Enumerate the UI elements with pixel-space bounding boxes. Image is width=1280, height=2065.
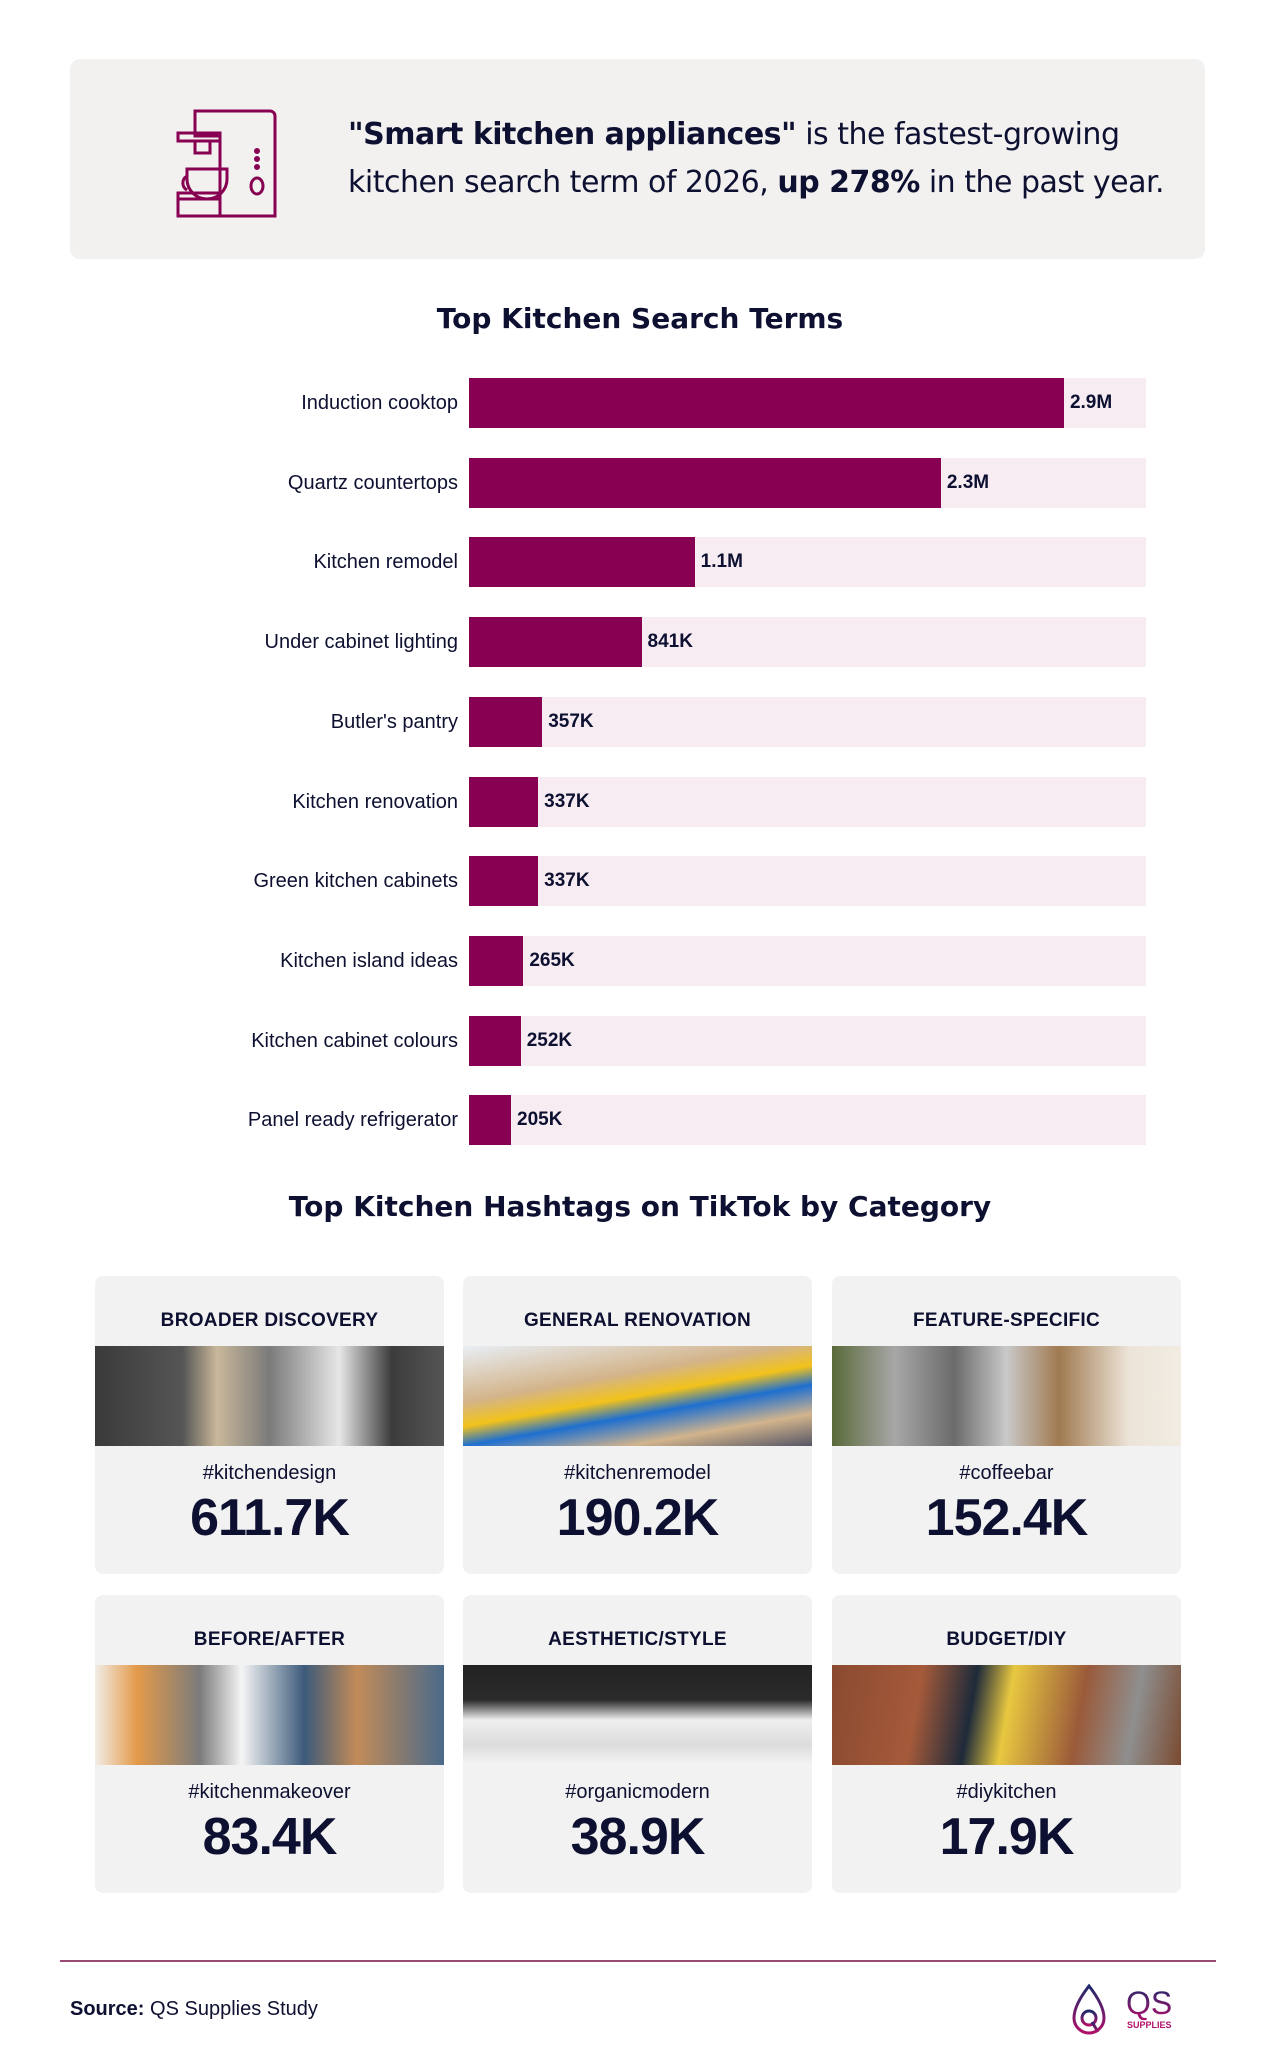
bar-track bbox=[469, 537, 1146, 588]
bar-track bbox=[469, 1015, 1146, 1066]
bar-category-label: Kitchen island ideas bbox=[280, 949, 458, 972]
source-note: Source: QS Supplies Study bbox=[70, 1998, 318, 2020]
bar bbox=[469, 935, 524, 986]
bar bbox=[469, 856, 539, 907]
bar-category-label: Induction cooktop bbox=[301, 392, 458, 414]
bar-value-label: 2.3M bbox=[946, 471, 990, 493]
bar-track bbox=[469, 378, 1146, 428]
bar-value-label: 841K bbox=[647, 631, 693, 653]
hashtag-card: AESTHETIC/STYLE #organicmodern 38.9K bbox=[463, 1595, 812, 1893]
hashtag-name: #kitchenmakeover bbox=[188, 1781, 351, 1803]
organic-modern-photo bbox=[463, 1665, 812, 1765]
diy-toolbox-photo bbox=[832, 1665, 1181, 1765]
bar-category-label: Kitchen renovation bbox=[292, 790, 458, 813]
bar-track bbox=[469, 617, 1146, 668]
bar bbox=[469, 617, 642, 668]
hashtag-views: 611.7K bbox=[190, 1489, 350, 1547]
hashtag-name: #organicmodern bbox=[565, 1781, 710, 1803]
hashtag-category: BEFORE/AFTER bbox=[193, 1629, 346, 1650]
modern-kitchen-photo bbox=[95, 1346, 444, 1446]
bar-value-label: 205K bbox=[517, 1109, 563, 1131]
footer-divider bbox=[60, 1960, 1216, 1962]
hashtag-card: GENERAL RENOVATION #kitchenremodel 190.2… bbox=[463, 1276, 812, 1574]
hashtag-category: BROADER DISCOVERY bbox=[160, 1310, 379, 1331]
hashtag-category: AESTHETIC/STYLE bbox=[548, 1629, 727, 1650]
bar-category-label: Under cabinet lighting bbox=[264, 631, 458, 654]
chart-title: Top Kitchen Search Terms bbox=[436, 302, 844, 335]
bar bbox=[469, 776, 539, 827]
bar-category-label: Panel ready refrigerator bbox=[247, 1109, 458, 1132]
bar-category-label: Kitchen remodel bbox=[313, 551, 458, 574]
svg-text:QS: QS bbox=[1126, 1985, 1172, 2021]
hashtag-card: BEFORE/AFTER #kitchenmakeover 83.4K bbox=[95, 1595, 444, 1893]
bar-track bbox=[469, 935, 1146, 986]
hashtag-card: BROADER DISCOVERY #kitchendesign 611.7K bbox=[95, 1276, 444, 1574]
bar-value-label: 2.9M bbox=[1069, 392, 1113, 413]
hashtag-card: BUDGET/DIY #diykitchen 17.9K bbox=[832, 1595, 1181, 1893]
qs-supplies-logo: QS SUPPLIES bbox=[1072, 1982, 1172, 2036]
renovation-level-photo bbox=[463, 1346, 812, 1446]
hashtag-name: #kitchenremodel bbox=[564, 1462, 711, 1484]
hashtag-views: 17.9K bbox=[939, 1808, 1075, 1866]
hashtag-views: 83.4K bbox=[202, 1808, 338, 1866]
bar-track bbox=[469, 856, 1146, 907]
hashtag-name: #kitchendesign bbox=[202, 1462, 337, 1484]
bar-category-label: Butler's pantry bbox=[330, 710, 458, 733]
bar-category-label: Quartz countertops bbox=[287, 471, 458, 494]
bar-value-label: 337K bbox=[544, 870, 590, 892]
bar-value-label: 357K bbox=[548, 710, 594, 732]
hashtag-card: FEATURE-SPECIFIC #coffeebar 152.4K bbox=[832, 1276, 1181, 1574]
bar-value-label: 337K bbox=[544, 790, 590, 812]
bar bbox=[469, 378, 1064, 428]
hashtag-views: 38.9K bbox=[570, 1808, 706, 1866]
hashtag-views: 152.4K bbox=[925, 1489, 1089, 1547]
hashtag-category: GENERAL RENOVATION bbox=[523, 1310, 752, 1331]
hashtag-category: FEATURE-SPECIFIC bbox=[912, 1310, 1101, 1331]
bar-category-label: Kitchen cabinet colours bbox=[251, 1029, 458, 1052]
bar-track bbox=[469, 457, 1146, 508]
bar-value-label: 265K bbox=[529, 949, 575, 971]
coffee-machine-icon bbox=[176, 109, 277, 218]
kitchen-makeover-photo bbox=[95, 1665, 444, 1765]
hashtag-views: 190.2K bbox=[556, 1489, 720, 1547]
svg-text:SUPPLIES: SUPPLIES bbox=[1127, 2020, 1172, 2030]
coffee-bar-photo bbox=[832, 1346, 1181, 1446]
bar bbox=[469, 1095, 512, 1146]
hashtag-category: BUDGET/DIY bbox=[946, 1629, 1067, 1650]
hero-text: "Smart kitchen appliances" is the fastes… bbox=[348, 117, 1165, 200]
bar bbox=[469, 1015, 521, 1066]
bar-track bbox=[469, 1095, 1146, 1146]
hashtag-name: #diykitchen bbox=[956, 1781, 1057, 1803]
bar-track bbox=[469, 776, 1146, 827]
bar bbox=[469, 537, 695, 588]
bar bbox=[469, 696, 543, 747]
bar-category-label: Green kitchen cabinets bbox=[253, 870, 458, 893]
bar-value-label: 252K bbox=[526, 1029, 573, 1051]
hashtags-title: Top Kitchen Hashtags on TikTok by Catego… bbox=[288, 1190, 992, 1223]
bar-value-label: 1.1M bbox=[700, 551, 743, 573]
bar bbox=[469, 457, 941, 508]
hero-banner: "Smart kitchen appliances" is the fastes… bbox=[70, 59, 1205, 259]
hashtag-name: #coffeebar bbox=[959, 1462, 1054, 1484]
bar-track bbox=[469, 696, 1146, 747]
